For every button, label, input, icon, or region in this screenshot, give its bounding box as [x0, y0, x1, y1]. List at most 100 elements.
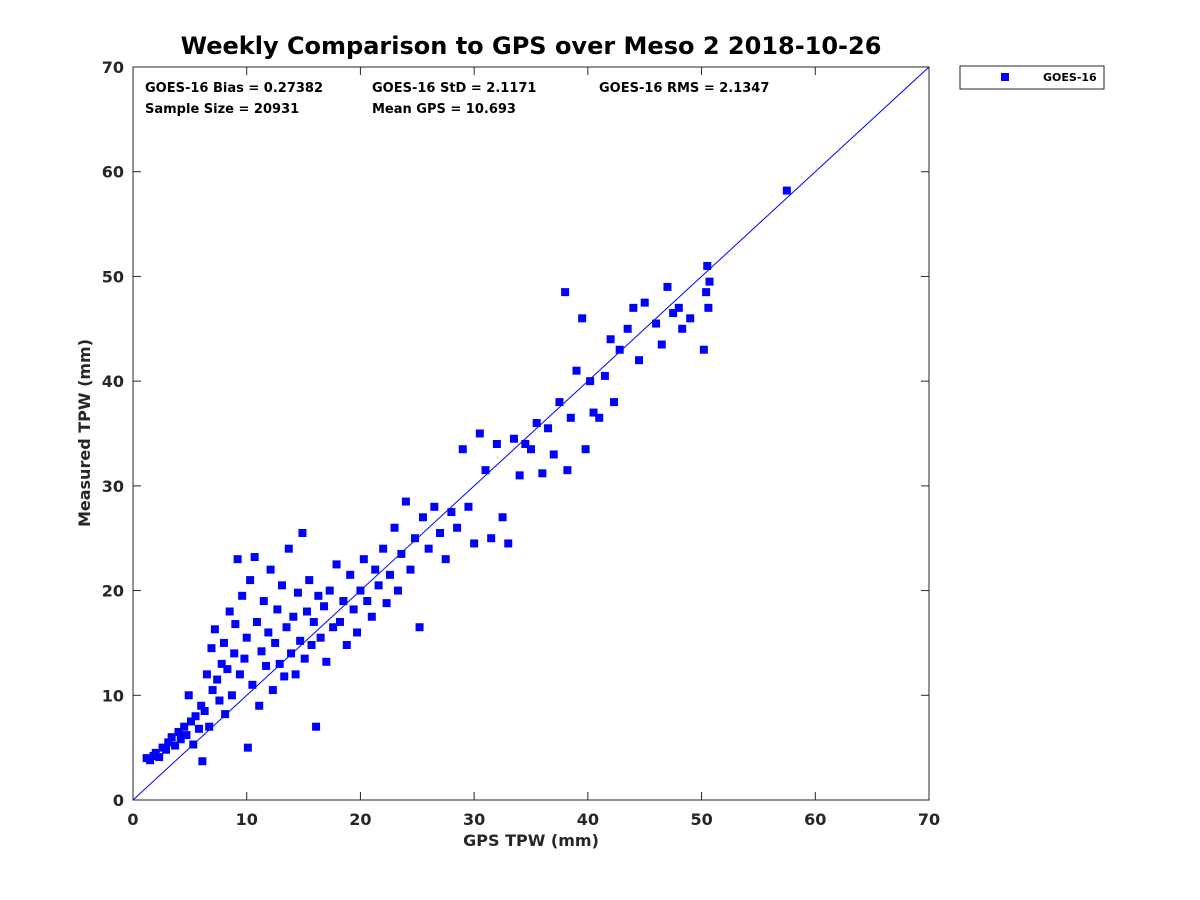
data-point [515, 471, 524, 480]
data-point [248, 680, 257, 689]
data-point [329, 623, 338, 632]
data-point [176, 735, 185, 744]
mean-gps-stat: Mean GPS = 10.693 [372, 102, 516, 117]
data-point [704, 303, 713, 312]
data-point [320, 602, 329, 611]
data-point [686, 314, 695, 323]
data-point [309, 617, 318, 626]
data-point [635, 356, 644, 365]
data-point [572, 366, 581, 375]
y-tick-label: 20 [102, 582, 124, 601]
chart-title: Weekly Comparison to GPS over Meso 2 201… [181, 32, 882, 60]
data-point [458, 445, 467, 454]
data-point [418, 513, 427, 522]
data-point [436, 528, 445, 537]
y-tick-label: 30 [102, 477, 124, 496]
data-point [430, 502, 439, 511]
data-point [342, 641, 351, 650]
data-point [231, 620, 240, 629]
data-point [504, 539, 513, 548]
data-point [563, 466, 572, 475]
data-point [240, 654, 249, 663]
x-tick-label: 0 [127, 810, 138, 829]
data-point [397, 549, 406, 558]
data-point [669, 309, 678, 318]
data-point [293, 588, 302, 597]
data-point [595, 413, 604, 422]
data-point [481, 466, 490, 475]
data-point [225, 607, 234, 616]
data-point [339, 597, 348, 606]
data-point [262, 661, 271, 670]
data-point [532, 419, 541, 428]
data-point [164, 738, 173, 747]
data-point [182, 731, 191, 740]
rms-stat: GOES-16 RMS = 2.1347 [599, 81, 769, 96]
data-point [217, 659, 226, 668]
data-point [401, 497, 410, 506]
data-point [492, 439, 501, 448]
legend-box [959, 65, 1105, 90]
x-axis-label: GPS TPW (mm) [463, 831, 599, 850]
data-point [205, 722, 214, 731]
data-point [189, 740, 198, 749]
data-point [186, 717, 195, 726]
x-tick-label: 40 [577, 810, 599, 829]
data-point [374, 581, 383, 590]
x-tick-label: 10 [236, 810, 258, 829]
one-to-one-reference-line [132, 66, 930, 801]
data-point [453, 523, 462, 532]
data-point [146, 756, 155, 765]
data-point [161, 745, 170, 754]
data-point [581, 445, 590, 454]
data-point [359, 555, 368, 564]
data-point [219, 638, 228, 647]
data-point [221, 710, 230, 719]
data-point [207, 644, 216, 653]
data-point [238, 591, 247, 600]
data-point [268, 686, 277, 695]
data-point [610, 398, 619, 407]
data-point [606, 335, 615, 344]
data-point [699, 345, 708, 354]
data-point [316, 633, 325, 642]
data-point [151, 748, 160, 757]
data-point [255, 701, 264, 710]
y-tick-label: 50 [102, 267, 124, 286]
sample-size-stat: Sample Size = 20931 [145, 102, 299, 117]
data-point [464, 502, 473, 511]
data-point [349, 605, 358, 614]
data-point [264, 628, 273, 637]
data-point [586, 377, 595, 386]
data-point [243, 743, 252, 752]
bias-stat: GOES-16 Bias = 0.27382 [145, 81, 323, 96]
y-tick-label: 40 [102, 372, 124, 391]
data-point [356, 586, 365, 595]
x-tick-label: 70 [918, 810, 940, 829]
data-point [652, 319, 661, 328]
data-point [470, 539, 479, 548]
data-point [266, 565, 275, 574]
data-point [171, 741, 180, 750]
data-point [527, 445, 535, 454]
data-point [566, 413, 575, 422]
y-tick-label: 70 [102, 58, 124, 77]
data-point [390, 523, 399, 532]
data-point [561, 288, 570, 297]
data-point [257, 647, 266, 656]
data-point [615, 345, 624, 354]
data-point [371, 565, 380, 574]
data-point [447, 508, 456, 517]
data-point [406, 565, 415, 574]
data-point [271, 638, 280, 647]
y-tick-label: 10 [102, 686, 124, 705]
data-point [167, 733, 176, 742]
data-point [623, 324, 632, 333]
data-point [332, 560, 341, 569]
data-point [213, 675, 222, 684]
data-point [282, 623, 291, 632]
data-point [227, 691, 236, 700]
data-point [235, 670, 244, 679]
